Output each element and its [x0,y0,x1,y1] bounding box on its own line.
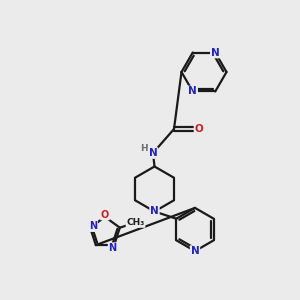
Text: N: N [188,86,197,97]
Text: N: N [150,206,159,217]
Text: O: O [101,209,109,220]
Text: N: N [211,47,220,58]
Text: O: O [194,124,203,134]
Text: N: N [89,221,97,231]
Text: N: N [190,246,200,256]
Text: N: N [148,148,158,158]
Text: N: N [109,243,117,253]
Text: CH₃: CH₃ [126,218,145,227]
Text: H: H [140,144,148,153]
